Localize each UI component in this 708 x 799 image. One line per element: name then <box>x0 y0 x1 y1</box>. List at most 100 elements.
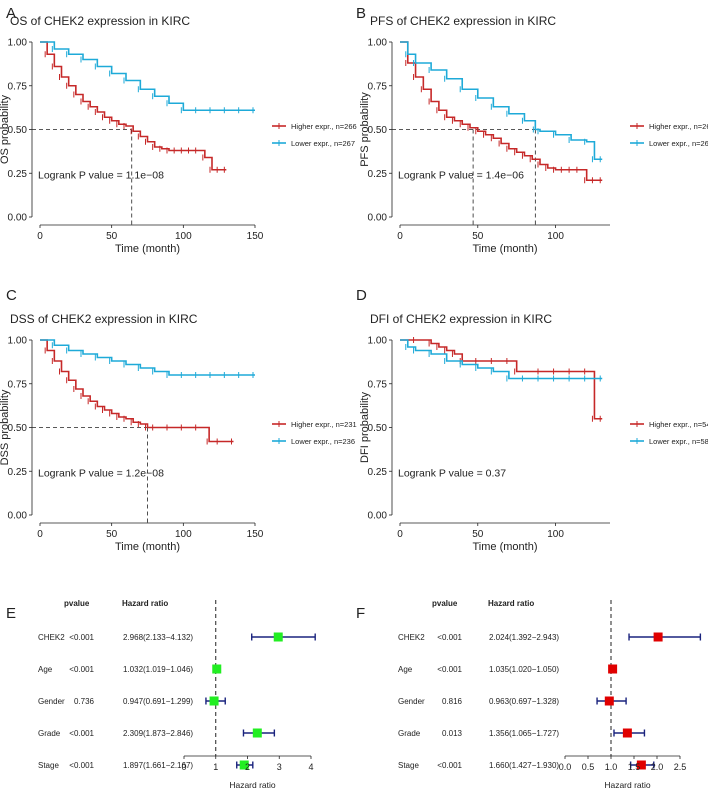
panel-letter: D <box>356 287 367 304</box>
column-header-hazard-ratio: Hazard ratio <box>122 599 168 608</box>
x-tick-label: 2 <box>245 762 250 772</box>
y-tick-label: 0.50 <box>8 423 28 434</box>
survival-curve-higher <box>400 41 603 182</box>
x-tick-label: 50 <box>106 231 118 242</box>
panel-letter: A <box>6 5 16 22</box>
y-tick-label: 0.25 <box>368 467 388 478</box>
row-hr-text: 1.032(1.019−1.046) <box>123 665 193 674</box>
x-axis-label: Time (month) <box>473 243 538 255</box>
y-tick-label: 1.00 <box>8 336 28 347</box>
chart-title: DSS of CHEK2 expression in KIRC <box>10 312 198 326</box>
panel-letter: C <box>6 287 17 304</box>
row-label: Grade <box>38 729 61 738</box>
hr-box <box>252 728 262 738</box>
row-pvalue: <0.001 <box>69 729 94 738</box>
logrank-pvalue: Logrank P value = 0.37 <box>398 468 506 480</box>
y-tick-label: 0.00 <box>368 511 388 522</box>
hr-box <box>653 632 663 642</box>
x-tick-label: 100 <box>175 231 192 242</box>
row-hr-text: 2.968(2.133−4.132) <box>123 633 193 642</box>
logrank-pvalue: Logrank P value = 1.4e−06 <box>398 170 524 182</box>
survival-curve-lower <box>400 339 603 380</box>
x-tick-label: 100 <box>175 529 192 540</box>
row-pvalue: <0.001 <box>69 761 94 770</box>
x-axis-label: Hazard ratio <box>229 780 276 790</box>
y-tick-label: 0.00 <box>368 213 388 224</box>
column-header-pvalue: pvalue <box>64 599 90 608</box>
y-tick-label: 0.75 <box>8 379 28 390</box>
column-header-pvalue: pvalue <box>432 599 458 608</box>
y-tick-label: 0.50 <box>8 125 28 136</box>
y-tick-label: 0.75 <box>8 81 28 92</box>
row-pvalue: <0.001 <box>69 633 94 642</box>
row-pvalue: <0.001 <box>437 665 462 674</box>
x-tick-label: 2.0 <box>651 762 664 772</box>
x-axis-label: Hazard ratio <box>604 780 651 790</box>
legend-label: Higher expr., n=231 <box>291 420 357 429</box>
hr-box <box>209 696 219 706</box>
y-tick-label: 1.00 <box>368 38 388 49</box>
y-tick-label: 1.00 <box>368 336 388 347</box>
x-tick-label: 150 <box>247 529 264 540</box>
x-tick-label: 0 <box>397 529 403 540</box>
y-axis-label: DSS probability <box>0 389 11 465</box>
hr-box <box>604 696 614 706</box>
legend-label: Higher expr., n=266 <box>291 122 357 131</box>
chart-title: OS of CHEK2 expression in KIRC <box>10 14 190 28</box>
legend-label: Higher expr., n=54 <box>649 420 708 429</box>
legend-label: Lower expr., n=266 <box>649 139 708 148</box>
chart-title: PFS of CHEK2 expression in KIRC <box>370 14 556 28</box>
x-tick-label: 0 <box>37 529 43 540</box>
x-tick-label: 100 <box>547 231 564 242</box>
logrank-pvalue: Logrank P value = 1.2e−08 <box>38 468 164 480</box>
hr-box <box>608 664 618 674</box>
x-tick-label: 1.0 <box>605 762 618 772</box>
row-hr-text: 0.963(0.697−1.328) <box>489 697 559 706</box>
row-hr-text: 2.024(1.392−2.943) <box>489 633 559 642</box>
survival-curve-higher <box>400 339 603 420</box>
row-label: CHEK2 <box>38 633 65 642</box>
row-pvalue: 0.816 <box>442 697 463 706</box>
hr-box <box>622 728 632 738</box>
y-axis-label: PFS probability <box>359 92 371 167</box>
row-pvalue: 0.013 <box>442 729 463 738</box>
x-axis-label: Time (month) <box>115 243 180 255</box>
row-label: Grade <box>398 729 421 738</box>
y-tick-label: 0.50 <box>368 423 388 434</box>
x-tick-label: 50 <box>472 231 484 242</box>
x-tick-label: 100 <box>547 529 564 540</box>
row-pvalue: <0.001 <box>69 665 94 674</box>
row-label: Gender <box>398 697 425 706</box>
row-pvalue: 0.736 <box>74 697 95 706</box>
hr-box <box>636 760 646 770</box>
row-hr-text: 1.035(1.020−1.050) <box>489 665 559 674</box>
x-tick-label: 0 <box>37 231 43 242</box>
row-pvalue: <0.001 <box>437 633 462 642</box>
x-tick-label: 2.5 <box>674 762 687 772</box>
x-tick-label: 3 <box>277 762 282 772</box>
row-hr-text: 0.947(0.691−1.299) <box>123 697 193 706</box>
x-tick-label: 0 <box>397 231 403 242</box>
row-label: Age <box>38 665 53 674</box>
y-tick-label: 0.25 <box>368 169 388 180</box>
x-tick-label: 4 <box>308 762 313 772</box>
survival-curve-lower <box>40 339 255 376</box>
y-tick-label: 0.50 <box>368 125 388 136</box>
y-tick-label: 0.00 <box>8 511 28 522</box>
panel-letter: B <box>356 5 366 22</box>
row-label: Age <box>398 665 413 674</box>
logrank-pvalue: Logrank P value = 1.1e−08 <box>38 170 164 182</box>
x-tick-label: 0.0 <box>559 762 572 772</box>
y-tick-label: 0.75 <box>368 379 388 390</box>
row-pvalue: <0.001 <box>437 761 462 770</box>
row-label: Stage <box>398 761 419 770</box>
y-tick-label: 0.00 <box>8 213 28 224</box>
row-label: Gender <box>38 697 65 706</box>
chart-title: DFI of CHEK2 expression in KIRC <box>370 312 552 326</box>
column-header-hazard-ratio: Hazard ratio <box>488 599 534 608</box>
survival-curve-higher <box>40 41 227 171</box>
row-hr-text: 2.309(1.873−2.846) <box>123 729 193 738</box>
